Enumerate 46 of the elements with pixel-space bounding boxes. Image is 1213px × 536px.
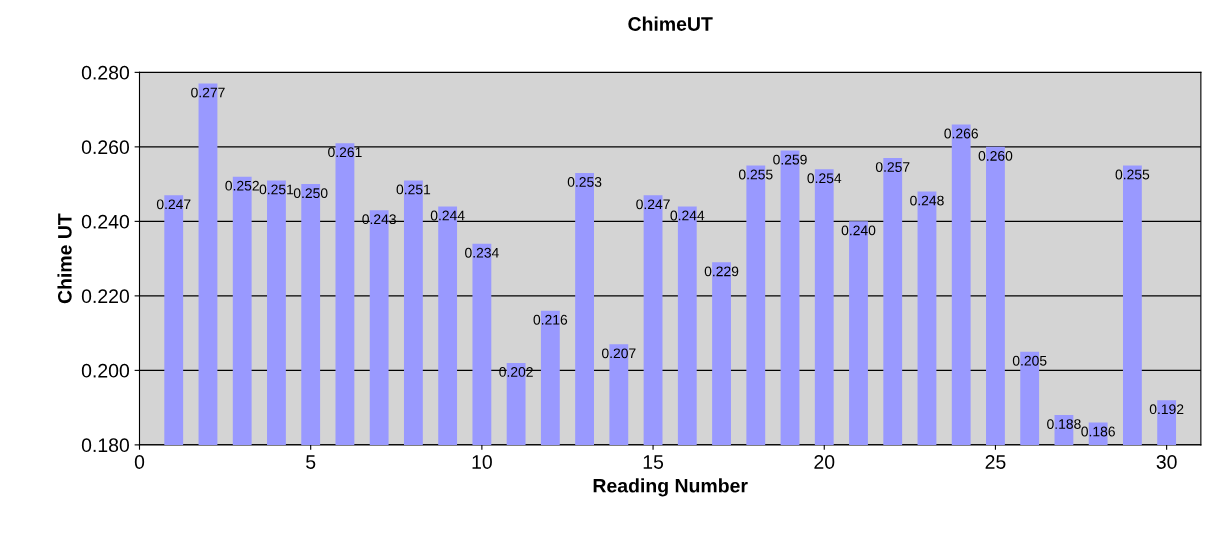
data-label: 0.192 xyxy=(1149,404,1184,415)
data-label: 0.247 xyxy=(156,199,191,210)
y-tick-label: 0.260 xyxy=(81,140,130,155)
data-label: 0.257 xyxy=(875,162,910,172)
x-tick-label: 25 xyxy=(985,455,1006,469)
data-label: 0.229 xyxy=(704,266,739,277)
chart-title: ChimeUT xyxy=(628,16,713,31)
y-tick-label: 0.180 xyxy=(81,438,130,453)
y-tick-label: 0.240 xyxy=(81,214,130,229)
data-label: 0.252 xyxy=(225,180,259,191)
x-tick-label: 0 xyxy=(134,455,145,469)
x-tick-label: 20 xyxy=(814,455,835,469)
data-label: 0.251 xyxy=(396,184,431,195)
data-label: 0.234 xyxy=(465,247,499,258)
data-label: 0.188 xyxy=(1047,419,1081,430)
x-axis-title: Reading Number xyxy=(593,478,748,497)
data-label: 0.244 xyxy=(670,210,705,221)
y-tick-label: 0.280 xyxy=(81,65,130,80)
data-label: 0.205 xyxy=(1012,355,1047,366)
data-label: 0.254 xyxy=(807,173,842,184)
data-label: 0.255 xyxy=(1115,169,1150,180)
data-label: 0.216 xyxy=(533,314,568,325)
data-label: 0.251 xyxy=(259,184,294,195)
x-tick-label: 15 xyxy=(643,455,664,469)
data-label: 0.261 xyxy=(328,147,362,158)
data-label: 0.186 xyxy=(1081,426,1115,437)
data-label: 0.244 xyxy=(430,210,465,221)
x-tick-label: 30 xyxy=(1156,455,1177,469)
data-label: 0.243 xyxy=(362,214,396,225)
data-label: 0.207 xyxy=(601,348,636,359)
data-label: 0.260 xyxy=(978,150,1013,161)
data-label: 0.266 xyxy=(944,128,978,139)
data-label: 0.259 xyxy=(773,154,807,165)
data-label: 0.202 xyxy=(499,367,533,377)
data-label: 0.250 xyxy=(293,188,328,199)
data-label: 0.240 xyxy=(841,225,876,236)
data-label: 0.255 xyxy=(738,169,773,180)
x-tick-label: 5 xyxy=(306,455,316,469)
x-tick-label: 10 xyxy=(472,455,492,469)
y-tick-label: 0.220 xyxy=(81,289,130,304)
data-label: 0.277 xyxy=(191,87,225,98)
data-label: 0.247 xyxy=(636,199,670,210)
data-label: 0.248 xyxy=(910,195,944,206)
y-tick-label: 0.200 xyxy=(81,363,130,378)
y-axis-title: Chime UT xyxy=(57,213,72,304)
data-label: 0.253 xyxy=(567,177,602,187)
